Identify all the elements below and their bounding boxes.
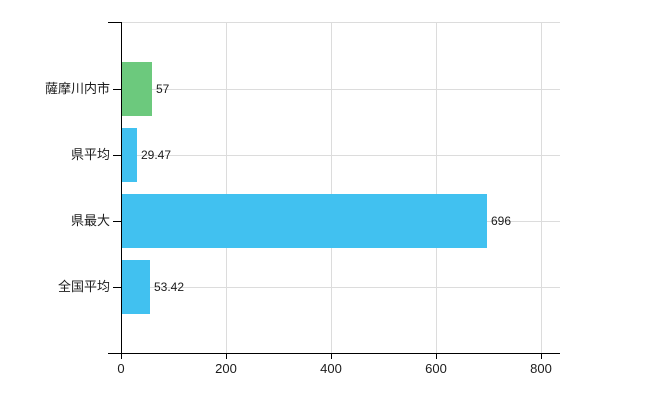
x-tick-label: 400 [320,361,342,376]
y-tick-mark [113,287,121,288]
gridline-horizontal [122,89,560,90]
gridline-horizontal [122,22,560,23]
chart-bar [122,260,150,314]
x-tick-label: 0 [117,361,125,376]
x-tick-label: 600 [425,361,447,376]
y-tick-mark [113,221,121,222]
bar-value-label: 53.42 [154,280,185,294]
bar-value-label: 696 [491,214,512,228]
y-axis-top-tick [108,22,121,23]
x-tick-mark [541,354,542,359]
gridline-vertical [331,22,332,353]
category-label: 県平均 [70,147,110,162]
x-axis-line [108,353,560,354]
gridline-vertical [541,22,542,353]
x-tick-mark [121,354,122,359]
y-tick-mark [113,89,121,90]
x-tick-mark [331,354,332,359]
gridline-vertical [436,22,437,353]
x-tick-label: 800 [530,361,552,376]
gridline-vertical [226,22,227,353]
chart-bar [122,128,137,182]
bar-value-label: 57 [156,82,170,96]
category-label: 薩摩川内市 [44,81,110,96]
bar-value-label: 29.47 [141,148,172,162]
category-label: 県最大 [70,213,110,228]
x-tick-mark [436,354,437,359]
x-tick-label: 200 [215,361,237,376]
gridline-horizontal [122,287,560,288]
x-tick-mark [226,354,227,359]
chart-bar [122,62,152,116]
chart-bar [122,194,487,248]
category-label: 全国平均 [57,279,110,294]
y-axis-line [121,22,122,354]
y-tick-mark [113,155,121,156]
gridline-horizontal [122,155,560,156]
